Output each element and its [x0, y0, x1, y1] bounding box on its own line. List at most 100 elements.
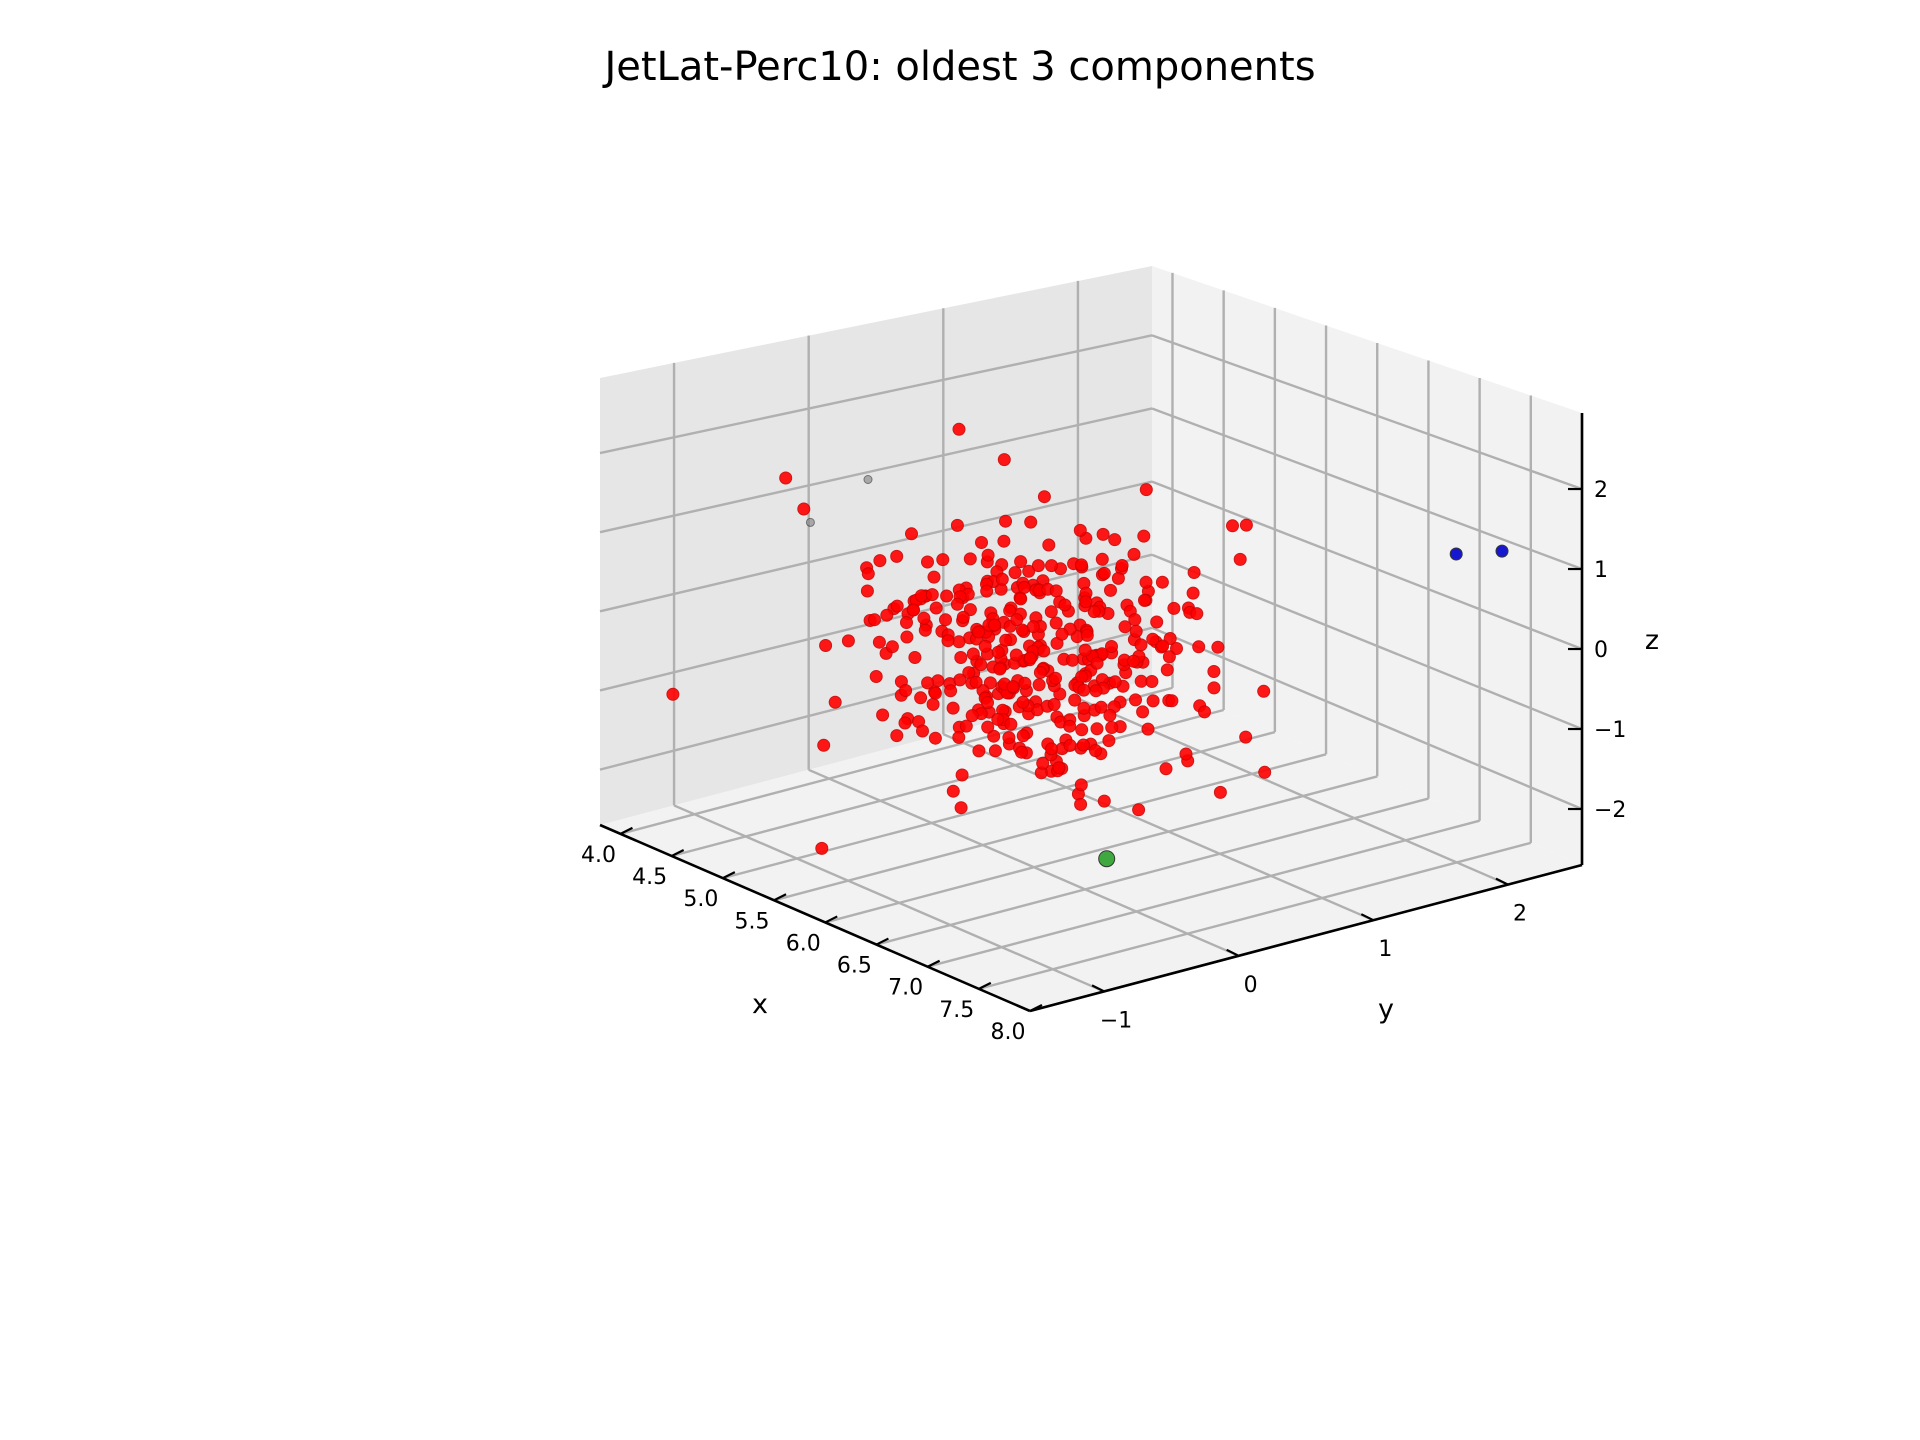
data-point-series-0 [899, 684, 913, 697]
y-tick-label: 0 [1244, 973, 1258, 998]
data-point-series-0 [1160, 663, 1174, 677]
data-point-series-0 [1008, 566, 1022, 580]
data-point-series-0 [1014, 555, 1028, 569]
data-point-series-0 [1095, 552, 1109, 566]
data-point-series-0 [815, 841, 829, 855]
x-axis-label: x [752, 989, 768, 1020]
data-point-series-0 [890, 729, 904, 743]
data-point-series-0 [861, 567, 875, 581]
data-point-series-0 [1094, 700, 1108, 714]
data-point-series-0 [1079, 595, 1093, 609]
data-point-series-0 [1186, 586, 1200, 600]
pane-floor [600, 679, 1582, 1011]
data-point-series-0 [1155, 575, 1169, 589]
data-point-series-0 [828, 695, 842, 709]
data-point-series-0 [1136, 705, 1150, 719]
data-point-series-0 [921, 676, 935, 690]
grid-line-z-right [599, 480, 1153, 613]
data-point-series-0 [1167, 601, 1181, 615]
data-point-series-0 [1139, 575, 1153, 589]
data-point-series-0 [1074, 778, 1088, 792]
data-point-series-0 [946, 701, 960, 715]
x-tick-mark [927, 959, 941, 968]
data-point-series-0 [905, 527, 918, 541]
data-point-series-0 [1065, 653, 1079, 667]
data-point-series-0 [1239, 518, 1253, 532]
y-tick-label: 2 [1513, 902, 1527, 927]
data-point-series-0 [928, 686, 942, 700]
data-point-series-0 [969, 675, 983, 689]
data-point-series-0 [1137, 529, 1151, 543]
z-tick-label: −2 [1594, 798, 1626, 823]
axes: 4.0 4.5 5.0 5.5 6.0 6.5 7.0 7.5 8.0 −1 0 1 2 −2 −1 0 1 2 [581, 413, 1626, 1045]
data-point-series-0 [965, 709, 979, 723]
x-tick-mark [619, 826, 633, 835]
data-point-series-0 [1032, 678, 1046, 692]
data-point-series-0 [907, 603, 920, 617]
data-point-series-0 [890, 599, 904, 613]
z-tick-label: −1 [1594, 718, 1626, 743]
z-axis-label: z [1645, 625, 1659, 656]
data-point-series-0 [1134, 638, 1148, 652]
data-point-series-0 [966, 647, 980, 661]
data-point-series-0 [898, 716, 912, 730]
data-point-series-0 [918, 623, 932, 637]
data-point-series-0 [952, 635, 966, 649]
data-point-series-0 [1165, 694, 1179, 708]
data-point-series-0 [952, 422, 966, 436]
data-point-series-0 [1170, 642, 1183, 655]
data-point-series-0 [1150, 615, 1164, 629]
scatter-points [666, 422, 1509, 868]
data-point-series-0 [1097, 566, 1111, 580]
grid-line-x-floor [876, 797, 1429, 946]
data-point-series-0 [950, 518, 964, 532]
grid-line-z-right [599, 626, 1153, 771]
data-point-series-0 [1016, 695, 1030, 709]
data-point-series-0 [1077, 683, 1091, 697]
data-point-series-0 [1073, 523, 1087, 537]
data-point-series-0 [1003, 604, 1017, 618]
data-point-series-0 [1139, 483, 1153, 497]
y-axis-label: y [1378, 994, 1394, 1025]
data-point-series-0 [1207, 665, 1221, 678]
data-point-series-0 [1024, 515, 1038, 529]
data-point-series-0 [1257, 684, 1271, 698]
data-point-series-0 [1074, 558, 1088, 572]
data-point-series-0 [1058, 598, 1072, 612]
x-tick-mark [978, 981, 992, 990]
y-axis-line [1029, 863, 1583, 1013]
grid-line-z-right [599, 334, 1153, 455]
data-point-series-0 [981, 720, 995, 734]
data-point-series-0 [1138, 593, 1151, 607]
data-point-series-0 [1146, 632, 1160, 646]
data-point-series-0 [1006, 680, 1020, 694]
grid-line-y-floor [808, 768, 1240, 957]
data-point-series-0 [1105, 721, 1119, 734]
data-point-series-0 [1015, 745, 1028, 759]
data-point-series-0 [1077, 701, 1091, 715]
grid-line-x-floor [824, 775, 1378, 924]
data-point-series-0 [1129, 624, 1143, 638]
data-point-series-0 [1087, 605, 1101, 619]
data-point-series-0 [779, 471, 793, 485]
x-tick-label: 7.0 [888, 976, 923, 1001]
data-point-series-0 [940, 589, 954, 603]
x-tick-mark [773, 893, 787, 902]
data-point-series-0 [972, 625, 985, 639]
data-point-series-0 [1052, 761, 1066, 775]
data-point-series-0 [1049, 671, 1062, 685]
grid-line-x-floor [927, 819, 1480, 968]
grid-line-z-left [1151, 407, 1583, 571]
data-point-series-0 [1102, 734, 1116, 748]
data-point-series-0 [946, 784, 960, 798]
data-point-series-0 [1063, 719, 1077, 733]
data-point-series-0 [1207, 681, 1221, 695]
x-tick-label: 5.5 [735, 909, 770, 934]
data-point-series-0 [925, 588, 939, 602]
data-point-series-0 [1049, 584, 1063, 598]
y-tick-label: 1 [1378, 937, 1392, 962]
data-point-series-0 [927, 570, 941, 584]
data-point-series-0 [929, 601, 943, 615]
x-tick-mark [671, 849, 685, 857]
data-point-series-0 [988, 744, 1002, 758]
